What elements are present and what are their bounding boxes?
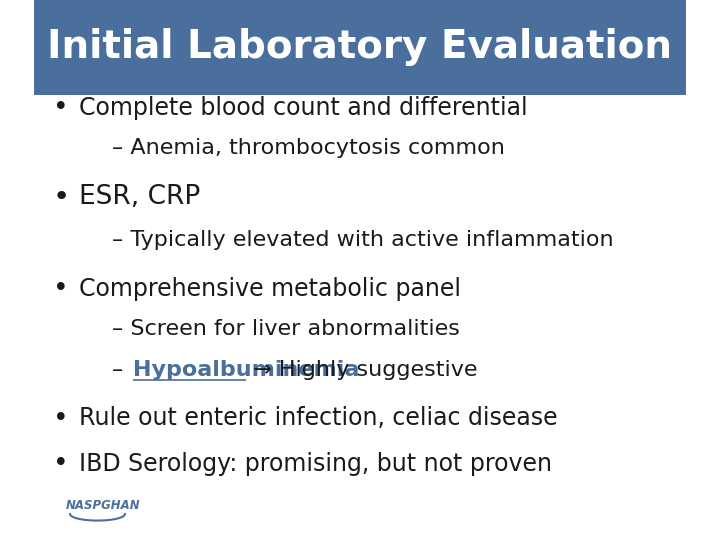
Text: ESR, CRP: ESR, CRP bbox=[79, 184, 200, 210]
Text: –: – bbox=[112, 360, 130, 380]
Text: NASPGHAN: NASPGHAN bbox=[66, 500, 141, 512]
Text: •: • bbox=[53, 451, 68, 477]
Text: Comprehensive metabolic panel: Comprehensive metabolic panel bbox=[79, 277, 462, 301]
Text: •: • bbox=[53, 406, 68, 431]
Text: Hypoalbuminemia: Hypoalbuminemia bbox=[132, 360, 359, 380]
FancyBboxPatch shape bbox=[34, 0, 686, 94]
Text: Complete blood count and differential: Complete blood count and differential bbox=[79, 96, 528, 120]
Text: IBD Serology: promising, but not proven: IBD Serology: promising, but not proven bbox=[79, 453, 552, 476]
Text: •: • bbox=[53, 95, 68, 121]
Text: – Anemia, thrombocytosis common: – Anemia, thrombocytosis common bbox=[112, 138, 505, 159]
Text: •: • bbox=[53, 276, 68, 302]
Text: → Highly suggestive: → Highly suggestive bbox=[246, 360, 477, 380]
Text: – Screen for liver abnormalities: – Screen for liver abnormalities bbox=[112, 319, 460, 340]
Text: – Typically elevated with active inflammation: – Typically elevated with active inflamm… bbox=[112, 230, 613, 251]
Text: Initial Laboratory Evaluation: Initial Laboratory Evaluation bbox=[48, 28, 672, 66]
Text: •: • bbox=[53, 183, 71, 211]
Text: Rule out enteric infection, celiac disease: Rule out enteric infection, celiac disea… bbox=[79, 407, 558, 430]
